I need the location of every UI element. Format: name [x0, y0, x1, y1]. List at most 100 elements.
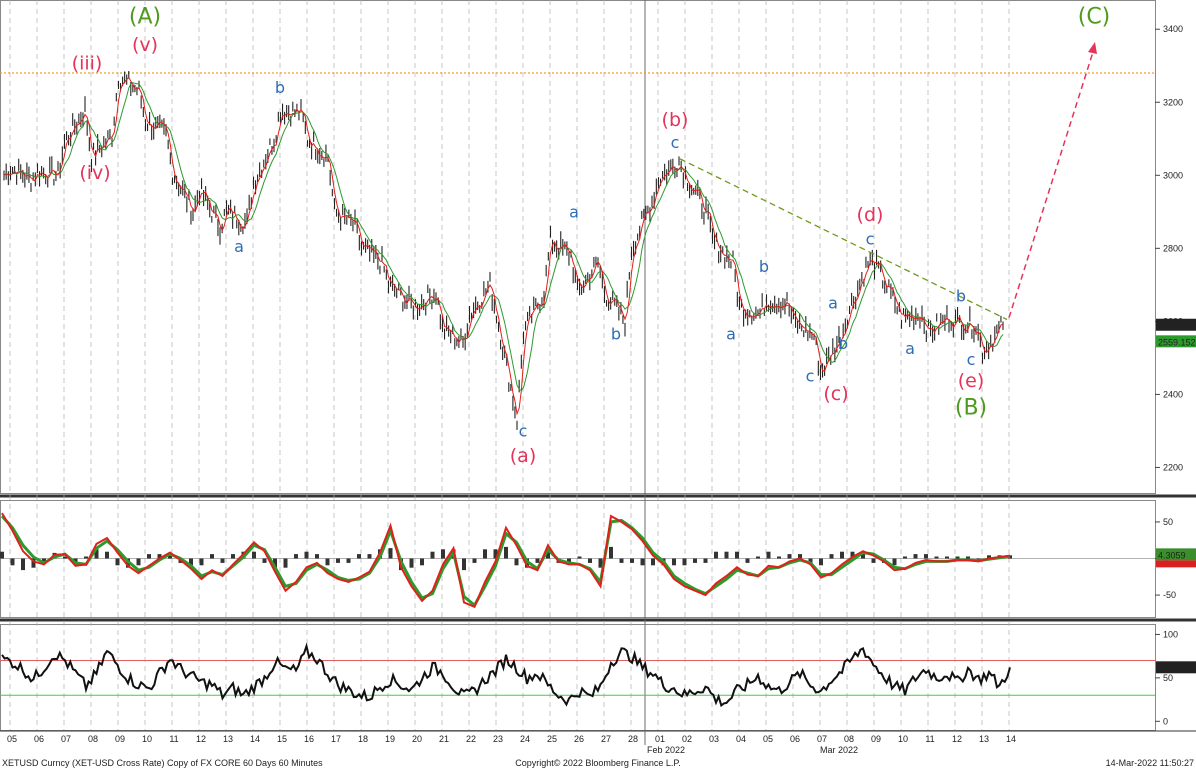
histogram-bar — [955, 556, 960, 559]
oscillator-panel: 500-504.3059 — [0, 512, 1196, 609]
histogram-bar — [105, 551, 109, 559]
descending-trendline — [679, 158, 1008, 321]
wave-label: a — [828, 294, 838, 313]
y-tick-label: 0 — [1163, 716, 1168, 726]
projection-arrowhead — [1088, 42, 1097, 54]
x-tick-label: 15 — [277, 734, 287, 744]
last-price-value: 2588.025 — [1158, 321, 1196, 331]
wave-label: a — [905, 339, 915, 358]
wave-label: (C) — [1078, 5, 1111, 30]
wave-label: (v) — [132, 34, 158, 56]
histogram-bar — [63, 556, 67, 559]
histogram-bar — [115, 558, 120, 566]
y-tick-label: 3400 — [1163, 24, 1183, 34]
last-price-badge — [1156, 318, 1196, 331]
wave-label: (b) — [662, 109, 689, 131]
histogram-bar — [693, 558, 697, 563]
x-tick-label: 02 — [682, 734, 692, 744]
histogram-bar — [808, 558, 813, 563]
histogram-bar — [924, 554, 928, 559]
histogram-bar — [514, 558, 519, 566]
histogram-bar — [472, 558, 477, 563]
histogram-bar — [798, 554, 802, 559]
x-tick-label: 10 — [142, 734, 152, 744]
projection-arrow — [1008, 45, 1096, 318]
histogram-bar — [598, 558, 603, 568]
x-tick-label: 07 — [61, 734, 71, 744]
wave-label: (c) — [823, 383, 848, 405]
histogram-bar — [231, 554, 235, 559]
x-tick-label: 11 — [169, 734, 178, 744]
histogram-bar — [672, 558, 676, 566]
histogram-bar — [504, 546, 508, 559]
histogram-bar — [388, 548, 393, 559]
histogram-bar — [283, 558, 288, 568]
x-tick-label: 13 — [979, 734, 989, 744]
histogram-bar — [987, 555, 991, 559]
ma-value-badge — [1156, 335, 1196, 348]
histogram-bar — [609, 546, 613, 559]
histogram-bar — [84, 556, 88, 559]
y-tick-label: 50 — [1163, 673, 1173, 683]
x-tick-label: 09 — [115, 734, 125, 744]
x-tick-label: 14 — [1006, 734, 1016, 744]
x-tick-label: 08 — [844, 734, 854, 744]
x-axis: 05 06 07 08 09 10 11 12 13 14 15 16 17 18 19 20 21 22 23 24… — [7, 734, 1016, 755]
x-tick-label: 10 — [898, 734, 908, 744]
histogram-bar — [168, 554, 172, 559]
histogram-bar — [147, 554, 151, 559]
y-tick-label: -50 — [1163, 590, 1176, 600]
histogram-bar — [630, 558, 634, 563]
x-tick-label: 04 — [736, 734, 746, 744]
month-label: Feb 2022 — [647, 745, 685, 755]
x-tick-label: 25 — [547, 734, 557, 744]
x-tick-label: 05 — [7, 734, 17, 744]
histogram-bar — [714, 551, 718, 559]
histogram-bar — [777, 556, 781, 559]
footer-right: 14-Mar-2022 11:50:27 — [1106, 758, 1194, 768]
histogram-bar — [294, 554, 298, 559]
wave-label: a — [569, 202, 579, 221]
wave-label: (e) — [958, 370, 985, 392]
month-label: Mar 2022 — [820, 745, 858, 755]
wave-label: c — [671, 133, 680, 152]
y-tick-label: 3200 — [1163, 97, 1183, 107]
oscillator-fast-line — [1, 512, 1011, 609]
oscillator-slow-line — [0, 515, 1011, 608]
x-tick-label: 17 — [331, 734, 341, 744]
histogram-bar — [136, 558, 141, 566]
wave-label: (A) — [129, 5, 161, 30]
x-tick-label: 20 — [412, 734, 422, 744]
wave-label: a — [726, 325, 736, 344]
rsi-value-badge — [1156, 661, 1196, 674]
histogram-bar — [346, 558, 351, 563]
histogram-bar — [409, 558, 414, 568]
histogram-bar — [31, 558, 36, 568]
histogram-bar — [367, 554, 372, 559]
histogram-bar — [220, 558, 225, 563]
histogram-bar — [861, 554, 865, 559]
x-tick-label: 09 — [871, 734, 881, 744]
ma-value: 2559.152 — [1158, 337, 1196, 347]
histogram-bar — [157, 554, 162, 559]
x-tick-label: 27 — [601, 734, 611, 744]
histogram-bar — [682, 558, 687, 566]
wave-label: (a) — [510, 445, 536, 467]
x-tick-label: 08 — [88, 734, 98, 744]
ma-fast-line — [3, 76, 1004, 416]
rsi-panel: 100 50 0 61.1744 — [0, 629, 1196, 726]
y-tick-label: 50 — [1163, 517, 1173, 527]
wave-label: (B) — [955, 395, 987, 420]
rsi-value: 61.1744 — [1158, 663, 1191, 673]
x-tick-label: 07 — [817, 734, 827, 744]
histogram-bar — [441, 549, 445, 559]
y-tick-label: 2800 — [1163, 243, 1183, 253]
x-tick-label: 24 — [520, 734, 530, 744]
wave-label: a — [234, 237, 244, 256]
footer-center: Copyright© 2022 Bloomberg Finance L.P. — [515, 758, 681, 768]
wave-label: (iii) — [72, 52, 103, 74]
x-tick-label: 16 — [304, 734, 314, 744]
oscillator-signal-badge — [1156, 560, 1196, 568]
